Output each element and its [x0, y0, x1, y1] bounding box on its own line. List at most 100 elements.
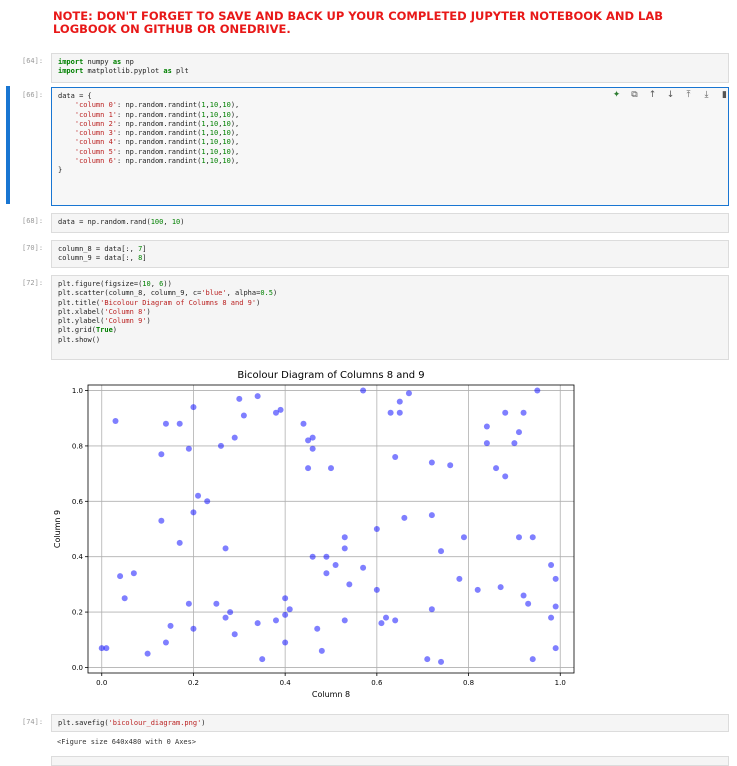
- x-tick-label: 0.2: [188, 679, 199, 687]
- axis-ticks: 0.0 0.2 0.4 0.6 0.8 1.0 0.0 0.2 0.4 0.6 0.8 1.0: [72, 387, 566, 687]
- scatter-plot-output: Bicolour Diagram of Columns 8 and 9 0.0 0…: [53, 370, 575, 699]
- cell-prompt: [70]:: [22, 244, 44, 252]
- code-line: plt.title('Bicolour Diagram of Columns 8…: [58, 298, 261, 307]
- scatter-point: [447, 462, 454, 469]
- scatter-point: [162, 420, 169, 427]
- y-tick-label: 0.4: [72, 553, 84, 561]
- code-editor[interactable]: plt.figure(figsize=(10, 6)) plt.scatter(c…: [51, 275, 729, 360]
- code-line: plt.grid(True): [58, 326, 118, 335]
- scatter-point: [428, 512, 435, 519]
- code-line: 'column 6': np.random.randint(1,10,10),: [74, 157, 240, 166]
- cell-prompt: [74]:: [22, 718, 44, 726]
- scatter-point: [231, 631, 238, 638]
- scatter-point: [231, 434, 238, 441]
- scatter-point: [392, 454, 399, 460]
- scatter-point: [378, 620, 385, 627]
- scatter-point: [213, 600, 220, 607]
- code-line: column_9 = data[:, 8]: [58, 254, 147, 263]
- code-editor[interactable]: [51, 756, 729, 766]
- scatter-point: [185, 445, 192, 452]
- scatter-point: [130, 570, 137, 577]
- code-editor[interactable]: data = { 'column 0': np.random.randint(1…: [51, 87, 729, 206]
- scatter-point: [318, 647, 325, 654]
- scatter-point: [158, 517, 165, 524]
- arrow-up-icon[interactable]: ↑: [648, 90, 657, 100]
- scatter-point: [520, 592, 527, 599]
- code-line: 'column 3': np.random.randint(1,10,10),: [74, 129, 240, 138]
- code-line: plt.savefig('bicolour_diagram.png'): [58, 719, 206, 727]
- cell-output-text: <Figure size 640x480 with 0 Axes>: [57, 738, 197, 746]
- scatter-point: [460, 534, 467, 541]
- scatter-point: [511, 440, 518, 447]
- scatter-point: [341, 534, 348, 541]
- scatter-point: [282, 611, 289, 618]
- scatter-point: [144, 650, 151, 657]
- delete-icon[interactable]: ▮: [722, 90, 727, 100]
- cell-toolbar: ✦ ⧉ ↑ ↓ ⤒ ⤓ ▮: [612, 90, 729, 100]
- cell-prompt: [68]:: [22, 217, 44, 225]
- scatter-point: [309, 553, 316, 560]
- scatter-point: [401, 514, 408, 521]
- code-line: plt.scatter(column_8, column_9, c='blue'…: [58, 289, 278, 298]
- x-axis-label: Column 8: [312, 690, 350, 699]
- scatter-point: [222, 614, 229, 621]
- code-line: plt.ylabel('Column 9'): [58, 317, 151, 326]
- insert-above-icon[interactable]: ⤒: [686, 90, 691, 100]
- arrow-down-icon[interactable]: ↓: [666, 90, 675, 100]
- plot-frame: [87, 384, 575, 674]
- grid: [88, 385, 574, 673]
- scatter-point: [272, 409, 279, 416]
- insert-below-icon[interactable]: ⤓: [704, 90, 709, 100]
- scatter-point: [529, 534, 536, 541]
- x-tick-label: 1.0: [555, 679, 566, 687]
- scatter-point: [117, 573, 124, 580]
- copy-icon[interactable]: ⧉: [631, 90, 638, 100]
- y-tick-label: 0.2: [72, 609, 83, 617]
- scatter-point: [204, 498, 211, 505]
- scatter-point: [195, 492, 202, 499]
- scatter-point: [259, 656, 266, 663]
- cell-prompt: [66]:: [22, 91, 44, 99]
- code-line: }: [58, 166, 63, 175]
- scatter-point: [254, 393, 261, 400]
- scatter-point: [167, 622, 174, 629]
- scatter-point: [456, 575, 463, 582]
- code-line: 'column 0': np.random.randint(1,10,10),: [74, 101, 240, 110]
- scatter-point: [158, 451, 165, 458]
- active-cell-indicator: [6, 86, 10, 204]
- scatter-point: [515, 534, 522, 541]
- scatter-point: [222, 545, 229, 552]
- scatter-point: [314, 625, 321, 632]
- code-editor[interactable]: data = np.random.rand(100, 10): [51, 213, 729, 233]
- sparkle-icon[interactable]: ✦: [612, 90, 621, 100]
- scatter-point: [373, 526, 380, 532]
- code-editor[interactable]: plt.savefig('bicolour_diagram.png'): [51, 714, 729, 732]
- scatter-point: [383, 614, 390, 621]
- code-line: plt.figure(figsize=(10, 6)): [58, 280, 172, 288]
- scatter-point: [534, 387, 541, 394]
- code-line: 'column 5': np.random.randint(1,10,10),: [74, 147, 240, 156]
- scatter-point: [548, 562, 555, 568]
- scatter-point: [392, 617, 399, 624]
- scatter-point: [190, 404, 197, 411]
- scatter-point: [552, 603, 559, 610]
- code-editor[interactable]: column_8 = data[:, 7] column_9 = data[:, …: [51, 240, 729, 268]
- scatter-point: [240, 412, 247, 419]
- scatter-point: [176, 420, 183, 427]
- scatter-point: [217, 442, 224, 449]
- code-line: import matplotlib.pyplot as plt: [58, 67, 189, 76]
- scatter-point: [162, 639, 169, 646]
- scatter-point: [428, 606, 435, 613]
- scatter-point: [277, 406, 284, 413]
- code-editor[interactable]: import numpy as np import matplotlib.pypl…: [51, 53, 729, 83]
- code-line: 'column 4': np.random.randint(1,10,10),: [74, 138, 240, 147]
- scatter-point: [341, 545, 348, 552]
- y-tick-label: 0.8: [72, 442, 83, 450]
- scatter-point: [396, 398, 403, 405]
- x-tick-label: 0.4: [280, 679, 292, 687]
- scatter-point: [529, 656, 536, 663]
- code-line: data = np.random.rand(100, 10): [58, 218, 185, 226]
- scatter-point: [438, 548, 445, 555]
- scatter-point: [373, 586, 380, 593]
- scatter-point: [236, 395, 243, 402]
